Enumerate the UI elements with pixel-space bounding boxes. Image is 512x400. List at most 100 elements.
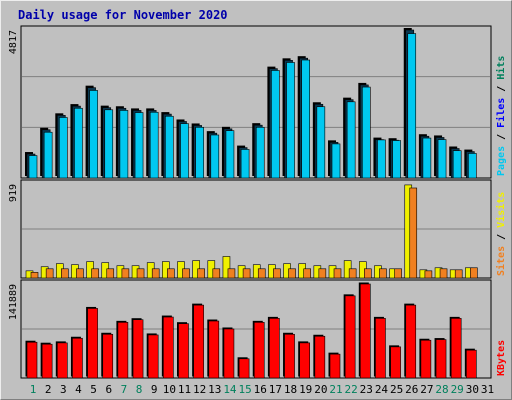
kbytes-bar bbox=[178, 323, 189, 379]
pages-bar bbox=[89, 90, 98, 179]
pages-bar bbox=[149, 111, 159, 179]
x-tick-label: 6 bbox=[105, 383, 112, 396]
sites-bar bbox=[76, 268, 84, 279]
x-tick-label: 5 bbox=[90, 383, 97, 396]
kbytes-bar bbox=[72, 337, 83, 379]
kbytes-bar bbox=[375, 318, 386, 379]
legend-separator: / bbox=[496, 228, 507, 246]
kbytes-bar bbox=[41, 343, 53, 379]
x-tick-label: 20 bbox=[314, 383, 327, 396]
x-tick-label: 31 bbox=[481, 383, 494, 396]
legend-hits-files-pages: Pages / Files / Hits bbox=[495, 56, 507, 176]
sites-bar bbox=[136, 268, 145, 279]
kbytes-bar bbox=[314, 335, 326, 379]
x-tick-label: 19 bbox=[299, 383, 312, 396]
sites-bar bbox=[257, 268, 266, 279]
pages-bar bbox=[271, 70, 280, 179]
x-tick-label: 11 bbox=[178, 383, 191, 396]
pages-bar bbox=[180, 123, 189, 179]
x-tick-label: 25 bbox=[390, 383, 403, 396]
kbytes-bar bbox=[299, 342, 311, 379]
x-tick-label: 22 bbox=[345, 383, 358, 396]
kbytes-bar bbox=[329, 353, 341, 379]
x-tick-label: 16 bbox=[254, 383, 267, 396]
pages-bar bbox=[210, 134, 220, 179]
pages-bar bbox=[331, 143, 341, 179]
kbytes-bar bbox=[466, 349, 477, 379]
kbytes-bar bbox=[102, 333, 114, 379]
sites-bar bbox=[167, 268, 175, 279]
sites-bar bbox=[454, 269, 463, 279]
x-tick-label: 26 bbox=[405, 383, 418, 396]
sites-bar bbox=[151, 268, 160, 279]
pages-bar bbox=[316, 106, 326, 179]
pages-bar bbox=[422, 137, 432, 179]
sites-bar bbox=[121, 268, 130, 279]
sites-bar bbox=[212, 268, 221, 279]
sites-bar bbox=[303, 268, 312, 279]
pages-bar bbox=[286, 62, 295, 179]
x-tick-label: 18 bbox=[284, 383, 297, 396]
sites-bar bbox=[45, 268, 54, 279]
pages-bar bbox=[437, 139, 447, 179]
y-max-label: 141889 bbox=[8, 284, 19, 320]
sites-bar bbox=[409, 187, 418, 279]
legend-separator: / bbox=[496, 80, 507, 98]
kbytes-bar bbox=[26, 341, 38, 379]
x-tick-label: 23 bbox=[360, 383, 373, 396]
pages-bar bbox=[361, 86, 371, 179]
x-tick-label: 2 bbox=[45, 383, 52, 396]
pages-bar bbox=[28, 155, 38, 179]
kbytes-bar bbox=[117, 322, 129, 379]
pages-bar bbox=[58, 117, 68, 179]
legend-label: KBytes bbox=[496, 340, 507, 376]
pages-bar bbox=[225, 130, 235, 179]
kbytes-bar bbox=[87, 308, 98, 379]
pages-bar bbox=[165, 115, 174, 179]
pages-bar bbox=[195, 127, 204, 179]
sites-bar bbox=[106, 268, 115, 279]
chart-title: Daily usage for November 2020 bbox=[18, 8, 228, 22]
kbytes-bar bbox=[420, 339, 432, 379]
sites-bar bbox=[394, 268, 402, 279]
x-tick-label: 13 bbox=[208, 383, 221, 396]
x-tick-label: 4 bbox=[75, 383, 82, 396]
x-tick-label: 27 bbox=[420, 383, 433, 396]
sites-bar bbox=[439, 268, 448, 279]
legend-label: Files bbox=[495, 98, 507, 128]
sites-bar bbox=[333, 268, 342, 279]
pages-bar bbox=[346, 101, 356, 179]
x-tick-label: 7 bbox=[121, 383, 128, 396]
x-tick-label: 17 bbox=[269, 383, 282, 396]
kbytes-bar bbox=[284, 333, 295, 379]
kbytes-bar bbox=[253, 322, 265, 379]
sites-bar bbox=[60, 268, 69, 279]
sites-bar bbox=[30, 272, 39, 279]
sites-bar bbox=[273, 268, 281, 279]
x-tick-label: 3 bbox=[60, 383, 67, 396]
legend-kbytes: KBytes bbox=[496, 340, 507, 376]
pages-bar bbox=[104, 109, 114, 179]
legend-label: Visits bbox=[495, 192, 507, 228]
sites-bar bbox=[91, 268, 99, 279]
x-tick-label: 12 bbox=[193, 383, 206, 396]
sites-bar bbox=[363, 268, 372, 279]
pages-bar bbox=[43, 131, 53, 179]
x-tick-label: 24 bbox=[375, 383, 389, 396]
kbytes-bar bbox=[269, 318, 280, 379]
pages-bar bbox=[407, 33, 417, 179]
kbytes-bar bbox=[147, 334, 159, 379]
pages-bar bbox=[468, 153, 477, 179]
kbytes-bar bbox=[223, 328, 235, 379]
sites-bar bbox=[242, 268, 251, 279]
sites-bar bbox=[318, 268, 327, 279]
pages-bar bbox=[301, 59, 311, 179]
sites-bar bbox=[379, 268, 387, 279]
kbytes-bar bbox=[359, 283, 371, 379]
x-tick-label: 29 bbox=[451, 383, 464, 396]
kbytes-bar bbox=[56, 342, 68, 379]
x-tick-label: 21 bbox=[329, 383, 342, 396]
legend-label: Hits bbox=[495, 56, 507, 80]
sites-bar bbox=[197, 268, 205, 279]
